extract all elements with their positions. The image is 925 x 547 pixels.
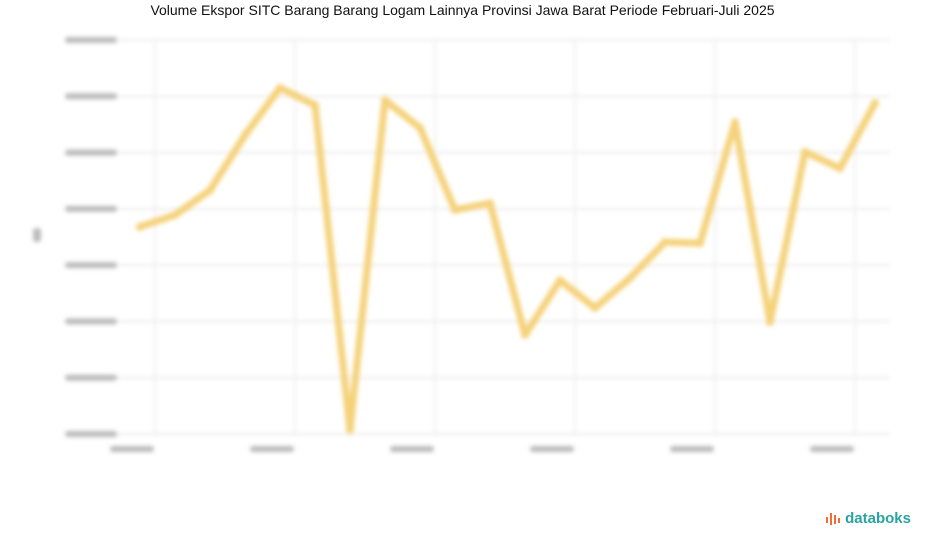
data-point [766,317,774,326]
y-tick-label [65,431,117,437]
y-tick-label [65,318,117,325]
y-axis-label [33,228,41,242]
data-point [381,96,389,105]
data-point [521,330,529,339]
databoks-logo: databoks [826,510,911,527]
x-tick-label [530,446,574,452]
data-point [416,123,424,132]
data-point [801,148,809,157]
y-tick-label [65,93,117,100]
data-point [171,211,179,220]
x-tick-label [670,446,714,452]
data-point [486,199,494,208]
logo-text: databoks [845,510,911,527]
x-tick-label [810,446,854,452]
data-point [836,164,844,173]
data-point [346,426,354,435]
x-tick-label [250,446,294,452]
data-point [206,186,214,195]
data-point [241,131,249,140]
series-line [138,84,879,434]
data-point [661,238,669,247]
data-point [451,205,459,214]
data-point [276,83,284,92]
y-tick-label [65,262,117,269]
data-point [696,239,704,248]
data-point [731,118,739,127]
x-tick-label [110,446,154,452]
y-tick-label [65,37,117,43]
data-point [626,274,634,283]
data-point [136,222,144,231]
data-point [556,276,564,285]
data-point [871,99,879,108]
data-point [311,101,319,110]
logo-bars-icon [826,512,841,525]
y-tick-label [65,149,117,156]
chart-title: Volume Ekspor SITC Barang Barang Logam L… [150,2,775,18]
y-tick-label [65,374,117,381]
data-point [591,303,599,312]
y-tick-label [65,205,117,212]
x-tick-label [390,446,434,452]
